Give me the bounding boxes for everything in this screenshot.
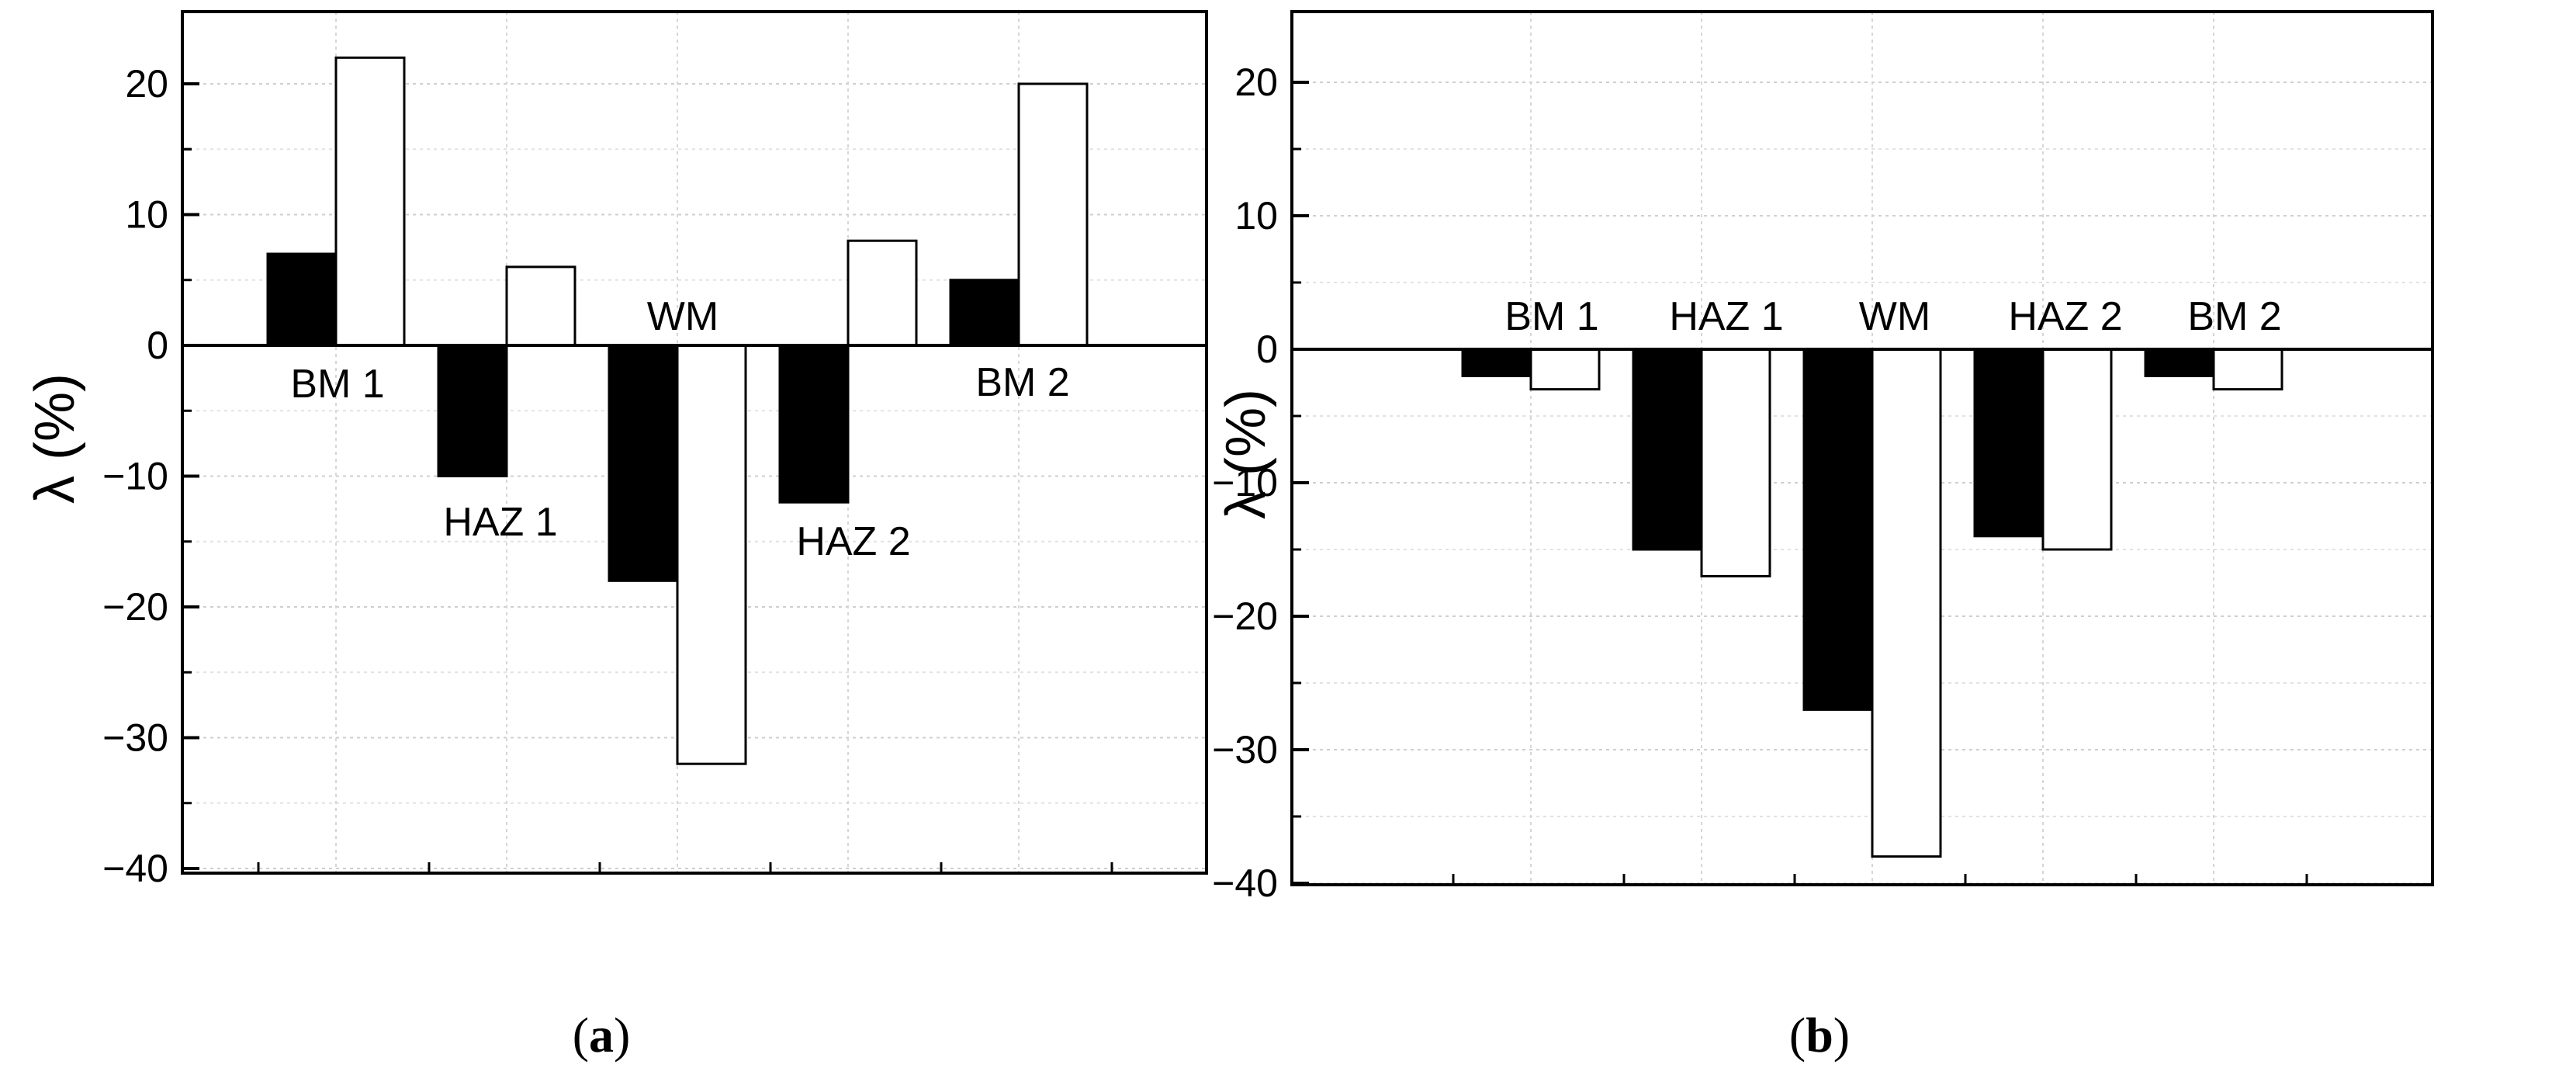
panel-label-close-paren: ): [1833, 1007, 1850, 1062]
y-tick-label: −20: [102, 585, 168, 629]
bar-black-wm: [608, 344, 679, 582]
category-label: HAZ 2: [2008, 294, 2122, 339]
bar-white-wm: [676, 344, 747, 765]
y-axis-label: λ (%): [1215, 389, 1277, 519]
bar-black-bm-1: [266, 252, 338, 347]
chart-panel-a: 20 10 0 −10 −20 −30 −40 BM 1 HAZ 1 WM HAZ 2 BM 2 λ (…: [24, 10, 1208, 1062]
y-tick-label: −10: [1212, 461, 1278, 504]
panel-label-letter: b: [1806, 1007, 1833, 1062]
y-tick-label: 10: [125, 193, 168, 237]
bar-white-wm: [1871, 348, 1942, 858]
y-tick-label: −30: [102, 716, 168, 760]
bar-black-haz-2: [1973, 348, 2045, 538]
y-tick-label: −30: [1212, 728, 1278, 771]
y-tick-label: 10: [1234, 194, 1278, 237]
category-label: HAZ 2: [796, 519, 910, 564]
y-tick-label: −40: [1212, 861, 1278, 905]
y-tick-label: −10: [102, 455, 168, 498]
category-label: BM 1: [1504, 294, 1598, 339]
y-axis-label: λ (%): [24, 373, 86, 504]
bar-black-bm-2: [949, 279, 1020, 347]
bar-black-bm-2: [2144, 348, 2215, 377]
category-label: HAZ 1: [1669, 294, 1783, 339]
chart-panel-b: 20 10 0 −10 −20 −30 −40 BM 1 HAZ 1 WM HAZ 2 BM 2 λ (…: [1212, 10, 2434, 1062]
bar-white-haz-2: [847, 239, 918, 347]
bar-white-bm-1: [334, 56, 406, 347]
panel-label: (b): [1789, 1007, 1850, 1062]
panel-label: (a): [573, 1007, 631, 1062]
bar-white-haz-1: [505, 265, 576, 347]
bar-black-haz-2: [778, 344, 850, 504]
bar-white-haz-2: [2041, 348, 2113, 551]
bar-black-haz-1: [1632, 348, 1703, 551]
plot-frame: [181, 10, 1208, 875]
category-label: BM 2: [2187, 294, 2281, 339]
category-label: BM 2: [975, 360, 1069, 405]
category-label: WM: [647, 294, 718, 339]
bar-white-bm-2: [1017, 82, 1089, 347]
panel-label-open-paren: (: [573, 1007, 589, 1062]
bar-black-haz-1: [437, 344, 508, 477]
y-tick-label: 0: [1256, 328, 1278, 371]
y-tick-label: 0: [147, 324, 168, 367]
bar-white-bm-1: [1529, 348, 1601, 391]
panel-label-letter: a: [589, 1007, 614, 1062]
bar-white-bm-2: [2212, 348, 2283, 391]
category-label: HAZ 1: [443, 500, 557, 545]
plot-frame: [1290, 10, 2434, 886]
panel-label-open-paren: (: [1789, 1007, 1806, 1062]
y-tick-label: −40: [102, 847, 168, 890]
category-label: WM: [1859, 294, 1930, 339]
category-label: BM 1: [290, 362, 384, 407]
bar-white-haz-1: [1700, 348, 1771, 577]
bar-black-wm: [1802, 348, 1874, 711]
panel-label-close-paren: ): [614, 1007, 630, 1062]
y-tick-label: 20: [125, 62, 168, 106]
bar-black-bm-1: [1461, 348, 1532, 377]
y-tick-label: −20: [1212, 594, 1278, 638]
y-tick-label: 20: [1234, 61, 1278, 104]
